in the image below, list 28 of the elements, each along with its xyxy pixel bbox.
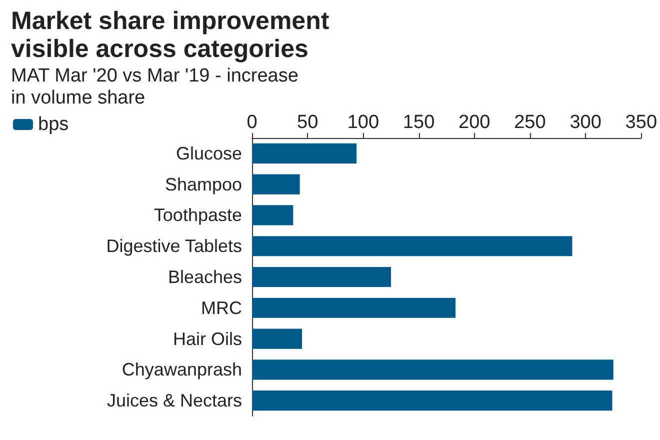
bar (252, 266, 391, 288)
y-tick-label: Toothpaste (154, 205, 242, 226)
bar (252, 298, 456, 318)
x-tick-label: 300 (570, 112, 602, 133)
x-tick-label: 200 (458, 112, 490, 133)
y-tick-label: Hair Oils (172, 328, 242, 349)
x-tick-label: 150 (402, 112, 435, 133)
y-tick-label: Juices & Nectars (106, 390, 242, 411)
x-tick-label: 350 (625, 112, 657, 133)
y-tick-label: Chyawanprash (122, 360, 242, 380)
x-tick-label: 100 (347, 112, 380, 133)
bar (252, 174, 300, 194)
bar (252, 328, 302, 349)
y-tick-label: Digestive Tablets (106, 236, 242, 256)
bar (252, 143, 357, 164)
bar (252, 205, 294, 226)
legend-label: bps (38, 114, 69, 135)
y-tick-label: Bleaches (168, 267, 242, 287)
chart-title: Market share improvement visible across categories (11, 7, 330, 63)
bar (252, 236, 572, 256)
y-tick-label: Shampoo (164, 174, 242, 194)
x-tick-label: 250 (514, 112, 546, 133)
x-tick-label: 0 (246, 112, 258, 133)
bar (252, 360, 614, 380)
bar (252, 390, 612, 411)
y-tick-label: MRC (201, 298, 242, 318)
x-tick-label: 50 (297, 112, 318, 133)
y-tick-label: Glucose (176, 143, 242, 164)
